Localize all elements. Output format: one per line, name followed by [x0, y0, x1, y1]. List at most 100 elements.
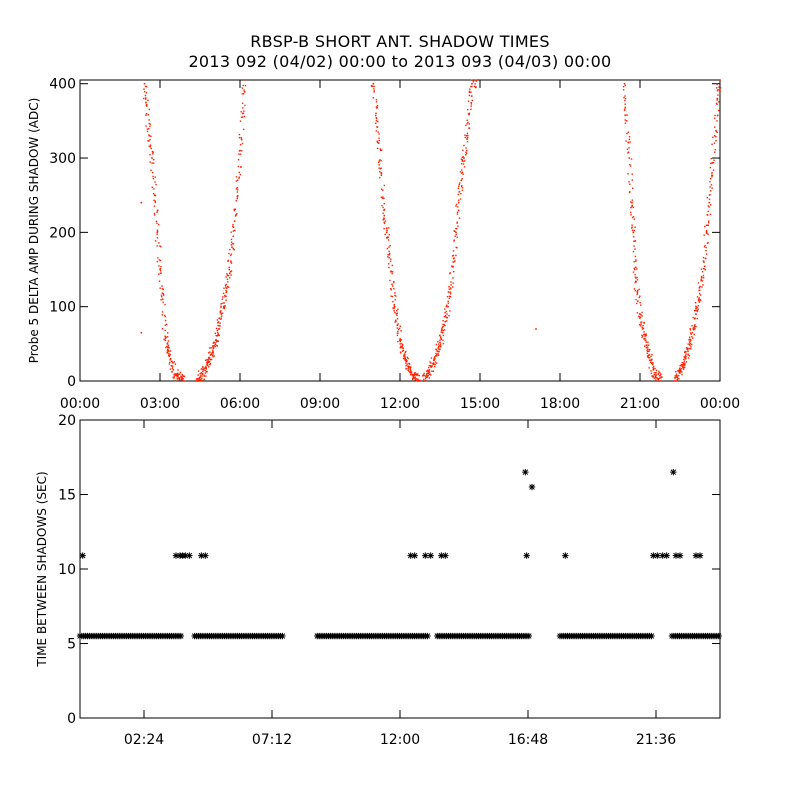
data-point: [657, 377, 659, 380]
data-point: [225, 276, 227, 278]
data-point: [214, 345, 216, 348]
data-point: [169, 350, 172, 352]
data-point: [161, 328, 164, 330]
data-point: [220, 303, 222, 305]
data-point: [220, 315, 223, 317]
data-point: [716, 103, 718, 105]
data-point: [645, 333, 647, 336]
data-point: [677, 370, 679, 372]
data-point: [149, 144, 152, 146]
data-point: [435, 352, 437, 355]
data-point: [216, 344, 218, 347]
data-point: [230, 241, 233, 243]
data-point: [719, 87, 722, 89]
data-point: [452, 261, 455, 263]
data-point: [165, 336, 167, 338]
data-point: [223, 306, 226, 309]
data-point: [634, 255, 637, 258]
data-point: [713, 134, 716, 137]
data-point: [207, 361, 209, 364]
chart-subtitle: 2013 092 (04/02) 00:00 to 2013 093 (04/0…: [188, 52, 612, 71]
data-point: [398, 327, 401, 330]
data-point: [642, 324, 644, 327]
data-point: [695, 305, 697, 308]
data-point: [215, 327, 218, 330]
y-tick-label: 10: [58, 562, 76, 578]
data-point: [690, 332, 692, 334]
data-point: [225, 290, 228, 293]
data-point: [685, 353, 687, 355]
data-point: [430, 362, 432, 364]
data-point: [678, 368, 681, 370]
data-point: [430, 357, 433, 359]
data-point: [457, 225, 459, 227]
data-point: [439, 348, 441, 351]
data-point: [172, 369, 175, 371]
data-point: [655, 369, 658, 372]
data-point: [687, 354, 689, 356]
data-point: [692, 328, 695, 330]
data-point: [382, 219, 384, 221]
data-point: [392, 300, 394, 303]
x-tick-label: 00:00: [60, 396, 100, 412]
data-point: [204, 372, 207, 374]
data-point: [390, 288, 392, 291]
data-point: [390, 271, 392, 273]
data-point: [412, 377, 415, 379]
data-point: [234, 208, 237, 210]
data-point: [412, 375, 415, 378]
data-point: [696, 309, 699, 312]
data-point: [689, 329, 692, 331]
data-point: [214, 332, 217, 335]
data-point: [235, 180, 238, 182]
data-point: [449, 293, 452, 295]
data-point: [149, 154, 151, 156]
data-point: [647, 356, 649, 358]
data-point: [462, 155, 464, 158]
data-point: [171, 360, 173, 363]
data-point: [405, 360, 407, 363]
data-point: [709, 213, 712, 216]
data-point: [240, 111, 242, 113]
data-point: [230, 244, 233, 246]
data-point: [455, 205, 457, 207]
data-point: [644, 333, 646, 335]
data-point: [164, 335, 167, 338]
data-point: [693, 333, 695, 336]
data-point: [154, 181, 156, 183]
data-points: [140, 79, 722, 382]
data-point: [228, 266, 230, 269]
data-point: [693, 326, 695, 328]
data-point: [639, 313, 641, 315]
data-point: [642, 335, 644, 337]
data-point: [393, 281, 395, 284]
data-point: [240, 116, 243, 119]
data-point: [155, 220, 158, 223]
data-point: [414, 376, 417, 378]
data-point: [201, 377, 203, 379]
data-point: [161, 292, 164, 294]
data-point: [424, 379, 427, 382]
data-point: [629, 183, 631, 185]
data-point: [239, 173, 241, 176]
data-point: [144, 85, 147, 88]
data-point: [713, 151, 716, 153]
data-point: [186, 552, 193, 559]
data-point: [389, 279, 391, 282]
data-point: [696, 306, 698, 309]
data-point: [145, 85, 148, 88]
data-point: [470, 103, 473, 105]
data-point: [435, 349, 438, 351]
data-point: [651, 375, 653, 377]
data-point: [649, 359, 651, 361]
data-point: [238, 153, 240, 155]
data-point: [442, 320, 444, 322]
data-point: [647, 344, 650, 346]
data-point: [641, 334, 643, 336]
data-point: [471, 99, 474, 102]
data-point: [684, 355, 687, 357]
data-point: [695, 313, 697, 315]
data-point: [639, 316, 641, 318]
data-point: [701, 286, 703, 288]
data-point: [640, 321, 642, 323]
